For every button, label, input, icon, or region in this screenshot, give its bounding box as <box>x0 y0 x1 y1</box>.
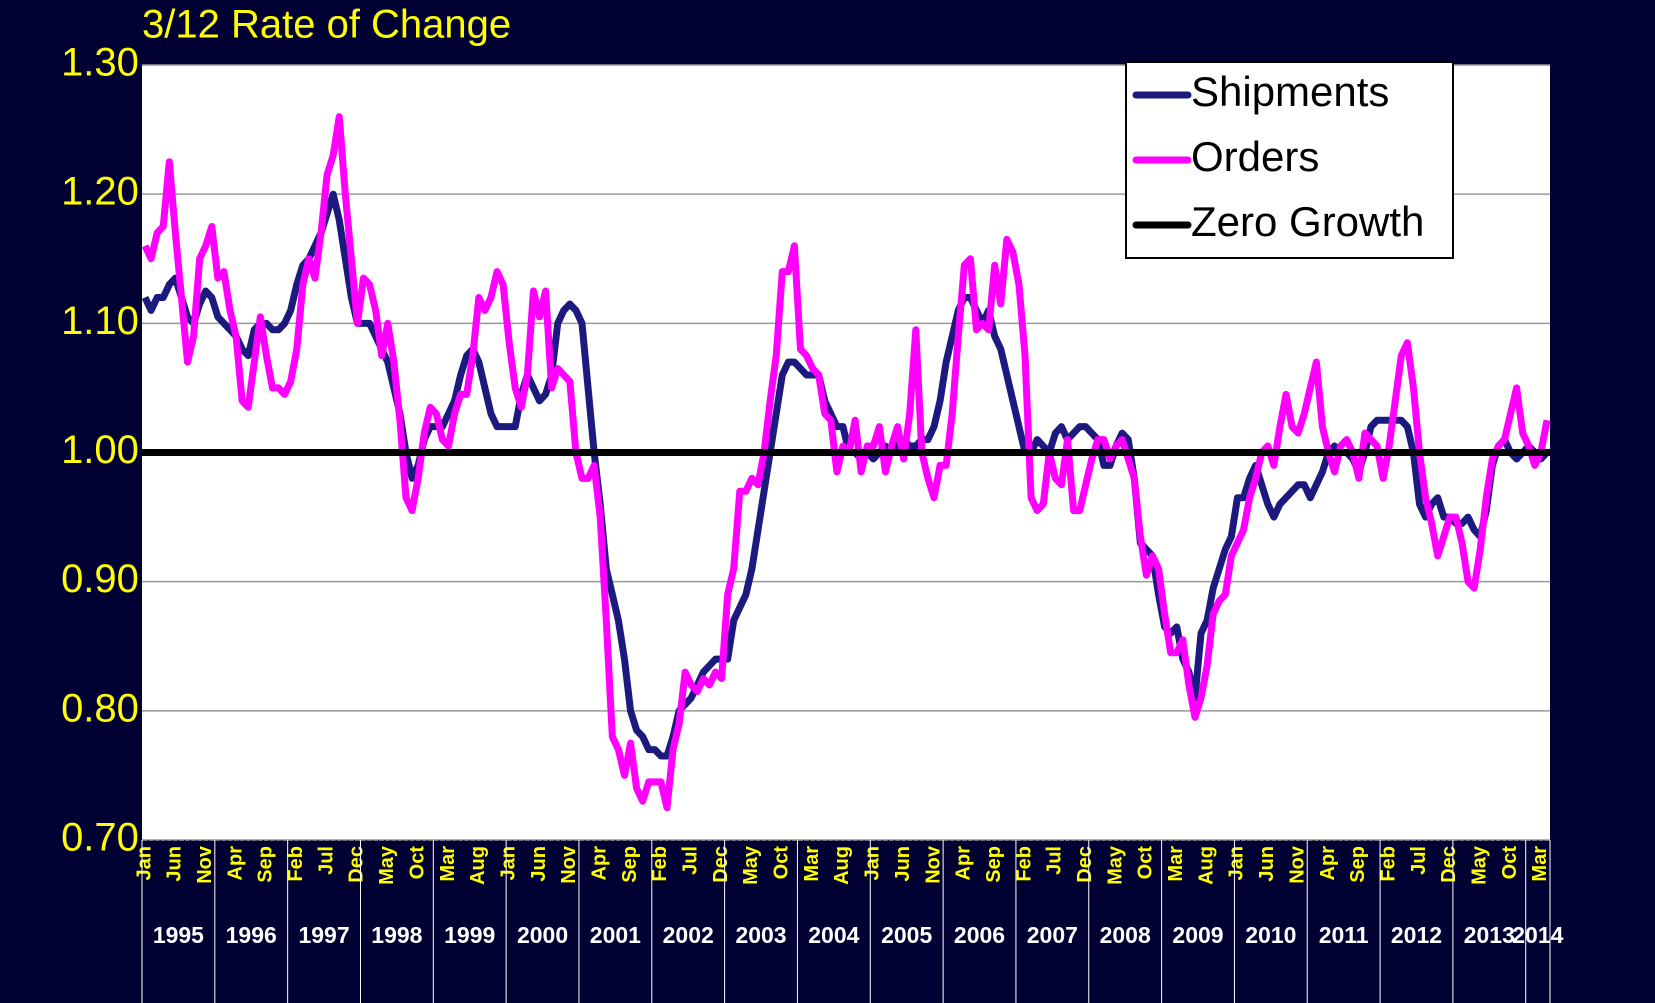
x-tick-label: Jul <box>315 846 337 875</box>
x-tick-label: Feb <box>649 846 671 882</box>
year-label: 2004 <box>808 922 859 948</box>
year-label: 1998 <box>371 922 422 948</box>
x-tick-label: Mar <box>801 846 823 882</box>
y-tick-label: 0.70 <box>61 816 139 860</box>
x-tick-label: Nov <box>922 845 944 884</box>
y-tick-label: 0.80 <box>61 686 139 730</box>
year-label: 2000 <box>517 922 568 948</box>
x-tick-label: Dec <box>346 846 368 883</box>
x-tick-label: Apr <box>224 846 246 881</box>
x-tick-label: Dec <box>1074 846 1096 883</box>
x-tick-label: Feb <box>1013 846 1035 882</box>
x-tick-label: Sep <box>255 846 277 883</box>
x-tick-label: Feb <box>285 846 307 882</box>
x-tick-label: Apr <box>1317 846 1339 881</box>
x-tick-label: May <box>1104 845 1126 885</box>
x-tick-label: Jun <box>1256 846 1278 882</box>
x-tick-label: Nov <box>1286 845 1308 884</box>
x-tick-label: Mar <box>1165 846 1187 882</box>
legend-label: Orders <box>1191 133 1319 180</box>
y-tick-label: 1.20 <box>61 170 139 214</box>
legend-label: Shipments <box>1191 68 1389 115</box>
x-tick-label: Jun <box>528 846 550 882</box>
year-label: 2007 <box>1027 922 1078 948</box>
year-label: 2006 <box>954 922 1005 948</box>
year-label: 1996 <box>226 922 277 948</box>
y-tick-label: 1.00 <box>61 428 139 472</box>
x-tick-label: Aug <box>467 846 489 885</box>
x-tick-label: Oct <box>1499 846 1521 880</box>
x-tick-label: Sep <box>619 846 641 883</box>
year-label: 1999 <box>444 922 495 948</box>
x-tick-label: Jan <box>862 846 884 880</box>
x-tick-label: Sep <box>1347 846 1369 883</box>
legend-label: Zero Growth <box>1191 198 1424 245</box>
x-tick-label: Jul <box>1044 846 1066 875</box>
y-tick-label: 1.10 <box>61 299 139 343</box>
x-tick-label: Jul <box>680 846 702 875</box>
x-tick-label: May <box>1468 845 1490 885</box>
year-label: 2005 <box>881 922 932 948</box>
x-tick-label: Oct <box>771 846 793 880</box>
year-label: 2002 <box>663 922 714 948</box>
x-tick-label: May <box>740 845 762 885</box>
x-tick-label: Apr <box>953 846 975 881</box>
x-tick-label: Sep <box>983 846 1005 883</box>
y-tick-label: 0.90 <box>61 557 139 601</box>
x-tick-label: Oct <box>1135 846 1157 880</box>
x-tick-label: Apr <box>588 846 610 881</box>
x-tick-label: Jul <box>1408 846 1430 875</box>
x-tick-label: Aug <box>831 846 853 885</box>
year-label: 2010 <box>1245 922 1296 948</box>
x-tick-label: Feb <box>1377 846 1399 882</box>
x-tick-label: Jun <box>892 846 914 882</box>
year-label: 2011 <box>1319 922 1369 948</box>
year-label: 2014 <box>1512 922 1563 948</box>
y-tick-label: 1.30 <box>61 41 139 85</box>
x-tick-label: Nov <box>558 845 580 884</box>
x-tick-label: Dec <box>1438 846 1460 883</box>
year-label: 1997 <box>298 922 349 948</box>
year-label: 2003 <box>735 922 786 948</box>
chart-title: 3/12 Rate of Change <box>142 3 511 47</box>
year-label: 2012 <box>1391 922 1442 948</box>
x-tick-label: Jun <box>164 846 186 882</box>
x-tick-label: Aug <box>1195 846 1217 885</box>
year-label: 1995 <box>153 922 204 948</box>
year-label: 2008 <box>1100 922 1151 948</box>
x-tick-label: Mar <box>1529 846 1551 882</box>
x-tick-label: Dec <box>710 846 732 883</box>
x-tick-label: Jan <box>497 846 519 880</box>
x-tick-label: Jan <box>133 846 155 880</box>
year-label: 2009 <box>1172 922 1223 948</box>
x-tick-label: Mar <box>437 846 459 882</box>
x-tick-label: Jan <box>1226 846 1248 880</box>
year-label: 2013 <box>1464 922 1515 948</box>
x-tick-label: Oct <box>406 846 428 880</box>
year-label: 2001 <box>590 922 641 948</box>
x-tick-label: May <box>376 845 398 885</box>
x-tick-label: Nov <box>194 845 216 884</box>
